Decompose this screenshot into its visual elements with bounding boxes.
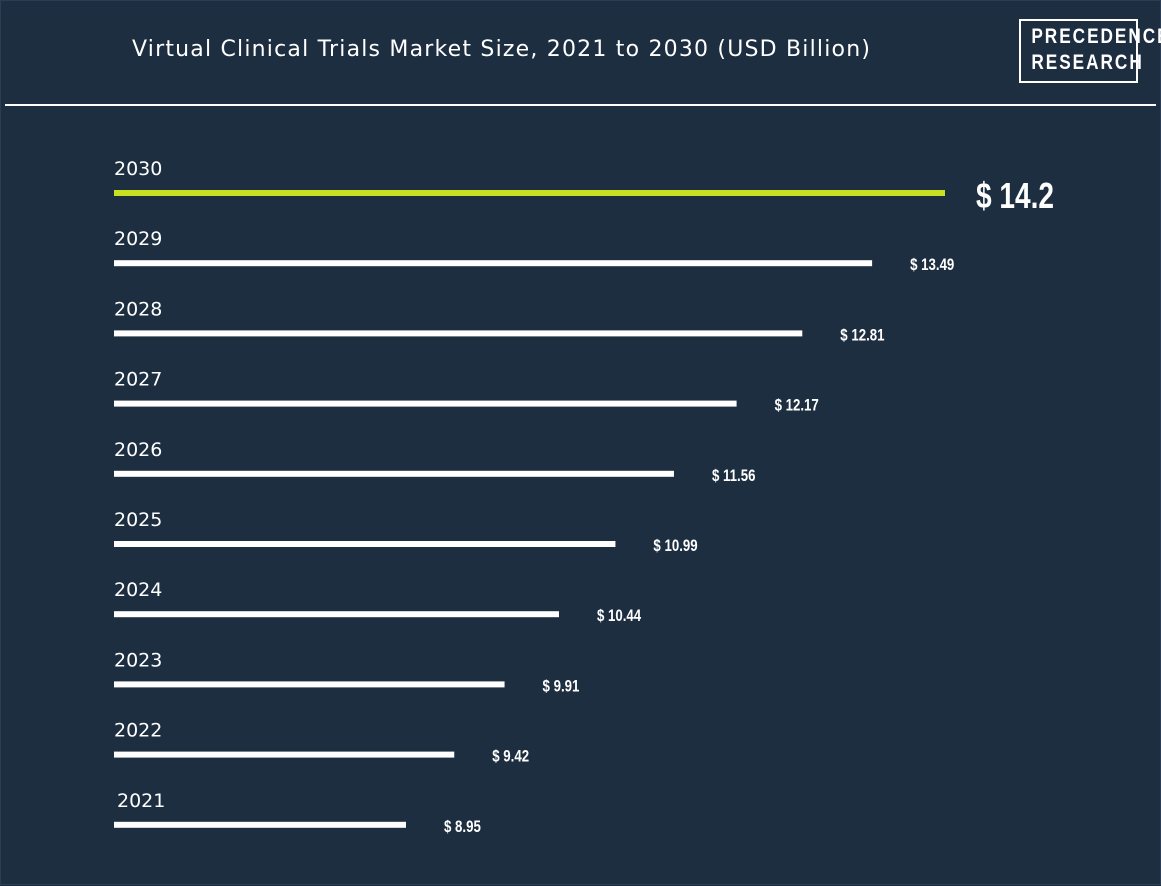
year-label-2022: 2022 [114,720,162,742]
chart-title: Virtual Clinical Trials Market Size, 202… [132,37,872,62]
bar-2026 [114,470,674,477]
value-label-2024: $ 10.44 [597,607,642,626]
year-label-2028: 2028 [114,298,162,320]
header-divider [5,104,1156,106]
value-label-2028: $ 12.81 [840,326,885,345]
bar-2028 [114,330,803,337]
value-label-2021: $ 8.95 [444,817,481,836]
bar-2025 [114,541,616,547]
value-label-2025: $ 10.99 [653,537,697,556]
bar-2027 [114,400,737,407]
value-label-2029: $ 13.49 [910,256,954,275]
year-label-2029: 2029 [114,228,162,250]
bar-2023 [114,681,505,688]
bar-2024 [114,611,559,618]
year-label-2026: 2026 [114,439,162,461]
year-label-2027: 2027 [114,369,162,391]
year-label-2025: 2025 [114,509,162,531]
bar-2022 [114,751,455,758]
precedence-research-logo: PRECEDENCE RESEARCH [1019,19,1161,83]
year-label-2023: 2023 [114,649,162,671]
bar-2029 [114,260,873,267]
value-label-2023: $ 9.91 [543,677,580,696]
year-label-2030: 2030 [114,158,162,180]
year-label-2021: 2021 [117,790,165,812]
year-label-2024: 2024 [114,579,162,601]
bar-2021 [114,821,406,828]
value-label-2027: $ 12.17 [775,396,819,415]
bar-2030 [114,190,945,196]
value-label-2030: $ 14.2 [976,176,1054,216]
value-label-2026: $ 11.56 [712,466,755,485]
logo-text-line-2: RESEARCH [1031,51,1144,74]
value-label-2022: $ 9.42 [492,747,529,766]
